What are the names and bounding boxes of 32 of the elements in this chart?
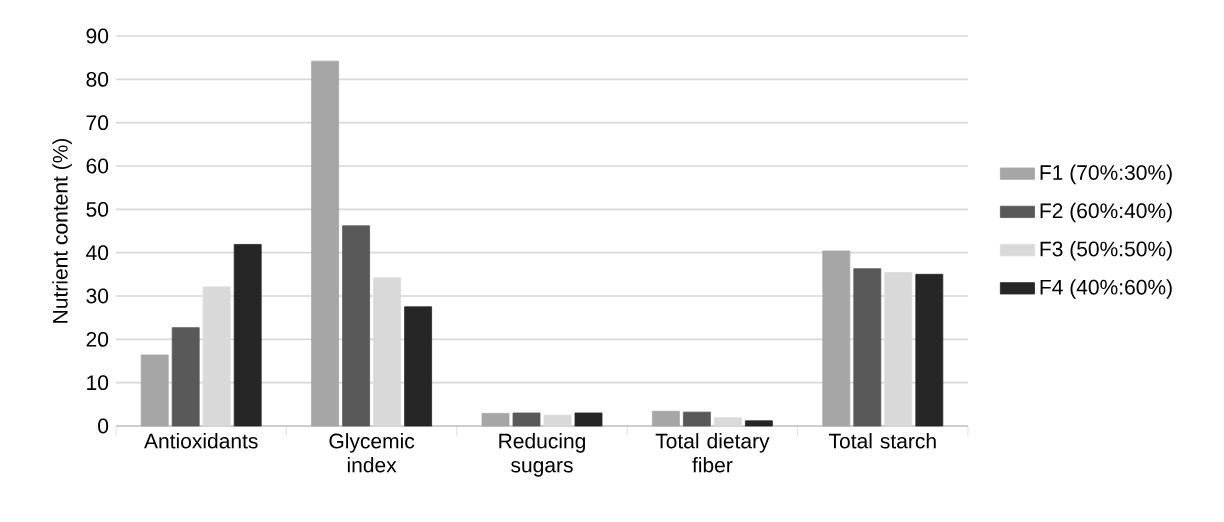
x-tick-label: Antioxidants (144, 433, 258, 449)
y-tick-label: 60 (86, 158, 109, 174)
bar (171, 327, 200, 427)
y-tick-label: 20 (86, 331, 109, 347)
bar (543, 414, 572, 427)
y-tick-label: 90 (86, 28, 109, 44)
bar (745, 420, 773, 427)
y-tick-label: 40 (86, 245, 109, 261)
bar (714, 417, 742, 427)
bar (915, 273, 944, 427)
x-tick-label: Total dietary fiber (655, 433, 770, 473)
legend-label: F4 (40%:60%) (1040, 279, 1172, 299)
y-axis-title: Nutrient content (%) (52, 138, 72, 323)
bar (853, 268, 882, 427)
x-tick-label: Glycemic index (329, 433, 415, 473)
legend-label: F3 (50%:50%) (1040, 241, 1172, 261)
y-tick-label: 10 (87, 375, 109, 391)
legend-label: F1 (70%:30%) (1040, 164, 1172, 185)
x-tick-label: Reducing sugars (499, 433, 585, 477)
y-tick-label: 0 (98, 418, 109, 434)
bar (574, 412, 603, 427)
x-tick-label: Total starch (829, 433, 936, 449)
bar (233, 244, 262, 427)
y-tick-label: 70 (86, 115, 109, 131)
y-tick-label: 50 (86, 201, 109, 217)
bar (512, 412, 541, 427)
legend-label: F2 (60%:40%) (1040, 202, 1172, 223)
bar (342, 225, 371, 427)
bar (404, 306, 432, 427)
y-tick-label: 80 (86, 71, 109, 87)
y-tick-label: 30 (86, 288, 109, 304)
bar (683, 411, 711, 427)
